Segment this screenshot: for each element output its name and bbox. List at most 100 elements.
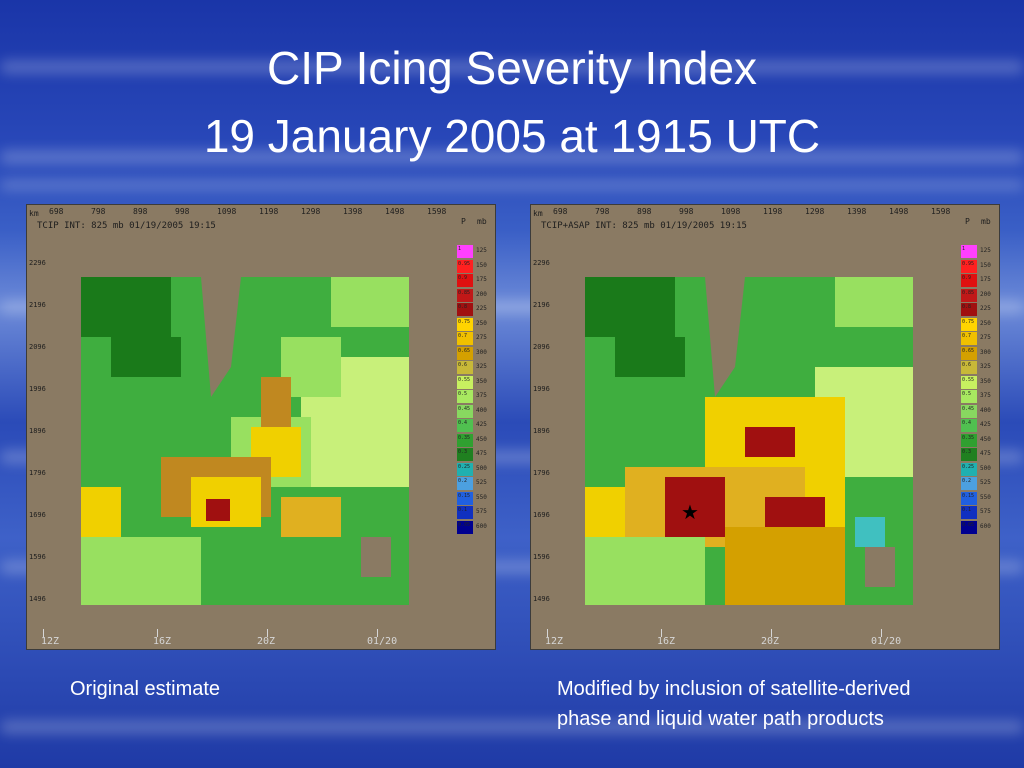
legend-p-header: P (965, 217, 970, 226)
legend-p-value: 0.9 (962, 275, 972, 281)
legend-p-header: P (461, 217, 466, 226)
legend-p-value: 0.2 (458, 478, 468, 484)
legend-mb-header: mb (981, 217, 991, 226)
legend-row: 1 125 (961, 245, 997, 260)
star-marker-icon: ★ (681, 502, 699, 524)
x-tick-label: 1498 (889, 207, 909, 216)
legend-p-value: 0.35 (458, 434, 471, 441)
slide-subtitle: 19 January 2005 at 1915 UTC (203, 110, 821, 162)
legend-mb-value: 575 (476, 508, 487, 515)
y-tick-label: 1796 (29, 469, 46, 477)
legend-mb-value: 250 (476, 319, 487, 327)
legend-mb-value: 275 (980, 334, 991, 341)
legend-swatch (457, 506, 473, 519)
icing-severity-map (81, 277, 409, 605)
legend-row: 0.35 450 (961, 433, 997, 449)
legend-row: 0.25 500 (961, 462, 997, 478)
timeline-label: 01/20 (871, 636, 902, 647)
color-legend: 1 125 0.95 150 0.9 175 0.85 200 0.8 225 0.75 2… (457, 245, 493, 535)
legend-p-value: 0.1 (962, 507, 972, 513)
legend-p-value: 0.55 (962, 376, 975, 383)
legend-swatch (961, 259, 977, 273)
legend-p-value: 1 (458, 246, 462, 252)
y-tick-label: 1496 (29, 595, 46, 603)
legend-mb-value: 250 (980, 319, 991, 327)
legend-p-value: 0.15 (962, 492, 975, 499)
x-tick-label: 1398 (847, 207, 867, 216)
y-tick-label: 2296 (533, 259, 550, 267)
legend-row: 0.7 275 (457, 332, 493, 347)
legend-mb-value: 450 (980, 435, 991, 443)
timeline-tick (43, 629, 44, 637)
legend-row: 0.2 525 (457, 477, 493, 492)
legend-mb-value: 125 (476, 247, 487, 254)
legend-mb-value: 525 (980, 479, 991, 486)
legend-row: 0.05 600 (961, 520, 997, 536)
legend-p-value: 0.05 (962, 521, 975, 528)
legend-swatch (961, 274, 977, 287)
legend-row: 0.1 575 (457, 506, 493, 521)
legend-row: 0.05 600 (457, 520, 493, 536)
legend-swatch (961, 462, 977, 476)
legend-mb-value: 400 (980, 406, 991, 414)
legend-row: 0.35 450 (457, 433, 493, 449)
legend-mb-value: 150 (980, 261, 991, 269)
legend-mb-value: 475 (980, 450, 991, 457)
y-tick-label: 1696 (29, 511, 46, 519)
legend-swatch (961, 520, 977, 534)
legend-p-value: 0.1 (458, 507, 468, 513)
legend-swatch (961, 245, 977, 258)
legend-swatch (961, 361, 977, 374)
legend-row: 0.55 350 (961, 375, 997, 391)
legend-mb-value: 175 (476, 276, 487, 283)
legend-swatch (457, 317, 473, 331)
y-tick-label: 2096 (533, 343, 550, 351)
time-slider[interactable]: 12Z 16Z 20Z 01/20 (531, 627, 999, 649)
legend-row: 0.45 400 (961, 404, 997, 420)
legend-swatch (961, 419, 977, 432)
time-slider[interactable]: 12Z 16Z 20Z 01/20 (27, 627, 495, 649)
left-caption: Original estimate (70, 678, 221, 700)
y-tick-label: 1696 (533, 511, 550, 519)
y-tick-label: 2196 (29, 301, 46, 309)
legend-p-value: 0.7 (962, 333, 972, 339)
legend-p-value: 0.05 (458, 521, 471, 528)
legend-p-value: 0.5 (962, 391, 972, 397)
x-tick-label: 1298 (805, 207, 825, 216)
legend-p-value: 0.95 (458, 260, 471, 267)
legend-swatch (457, 477, 473, 490)
y-tick-label: 1896 (29, 427, 46, 435)
legend-swatch (457, 274, 473, 287)
legend-mb-value: 125 (980, 247, 991, 254)
legend-row: 0.65 300 (961, 346, 997, 362)
legend-row: 0.75 250 (961, 317, 997, 333)
y-tick-label: 2196 (533, 301, 550, 309)
legend-p-value: 0.8 (458, 304, 468, 310)
legend-row: 0.7 275 (961, 332, 997, 347)
legend-row: 0.8 225 (457, 303, 493, 318)
legend-swatch (457, 303, 473, 316)
legend-mb-value: 150 (476, 261, 487, 269)
legend-row: 0.15 550 (457, 491, 493, 507)
legend-swatch (457, 433, 473, 447)
legend-swatch (457, 390, 473, 403)
legend-swatch (457, 259, 473, 273)
legend-row: 0.6 325 (961, 361, 997, 376)
legend-p-value: 0.65 (962, 347, 975, 354)
legend-mb-value: 600 (476, 522, 487, 530)
timeline-tick (771, 629, 772, 637)
y-tick-label: 1596 (29, 553, 46, 561)
legend-swatch (457, 448, 473, 461)
legend-p-value: 0.4 (962, 420, 972, 426)
legend-swatch (961, 317, 977, 331)
legend-row: 0.6 325 (457, 361, 493, 376)
legend-swatch (961, 433, 977, 447)
background-streak (0, 720, 1024, 734)
legend-p-value: 0.75 (962, 318, 975, 325)
legend-mb-value: 425 (476, 421, 487, 428)
legend-mb-value: 325 (980, 363, 991, 370)
legend-row: 1 125 (457, 245, 493, 260)
legend-p-value: 0.45 (458, 405, 471, 412)
x-tick-label: 1098 (217, 207, 237, 216)
legend-mb-value: 575 (980, 508, 991, 515)
